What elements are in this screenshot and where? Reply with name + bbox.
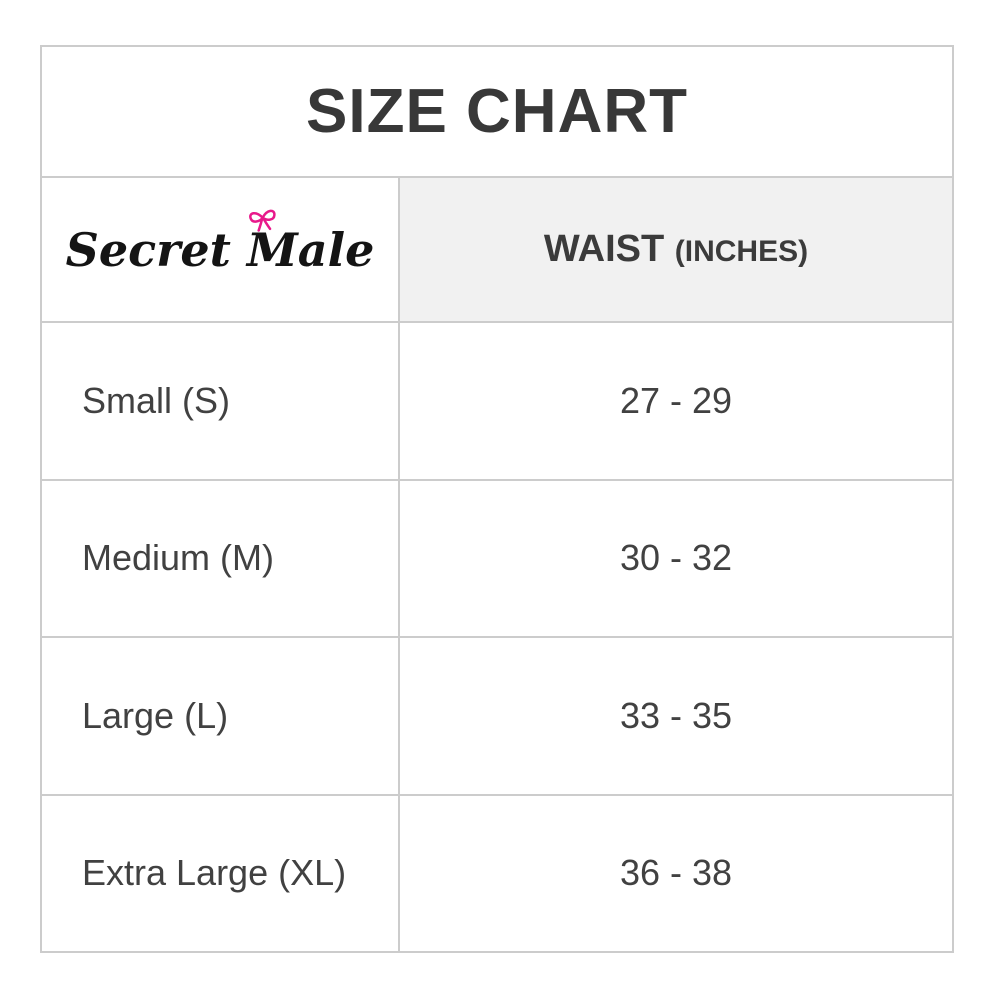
brand-logo-text-male: Male <box>246 222 375 277</box>
title-row: SIZE CHART <box>40 45 954 178</box>
waist-header-unit: (INCHES) <box>674 235 809 268</box>
table-row-extra-large: Extra Large (XL) 36 - 38 <box>40 793 954 953</box>
ribbon-bow-icon <box>248 209 276 232</box>
waist-value: 36 - 38 <box>398 793 954 953</box>
brand-logo-text-secret: Secret <box>65 222 231 277</box>
brand-logo-cell: Secret Male <box>40 176 400 323</box>
brand-logo: Secret Male <box>65 209 375 277</box>
header-row: Secret Male WAIST (INCHES) <box>40 176 954 323</box>
table-row-large: Large (L) 33 - 35 <box>40 636 954 796</box>
table-row-small: Small (S) 27 - 29 <box>40 321 954 481</box>
size-label: Medium (M) <box>40 478 400 638</box>
size-label: Small (S) <box>40 321 400 481</box>
waist-value: 27 - 29 <box>398 321 954 481</box>
brand-logo-text-male-wrap: Male <box>246 209 375 277</box>
size-chart-table: SIZE CHART Secret Male <box>40 45 954 953</box>
waist-column-header: WAIST (INCHES) <box>398 176 954 323</box>
waist-header-label: WAIST <box>543 228 665 270</box>
waist-value: 30 - 32 <box>398 478 954 638</box>
size-label: Extra Large (XL) <box>40 793 400 953</box>
page-title: SIZE CHART <box>40 45 954 178</box>
table-row-medium: Medium (M) 30 - 32 <box>40 478 954 638</box>
waist-value: 33 - 35 <box>398 636 954 796</box>
size-label: Large (L) <box>40 636 400 796</box>
